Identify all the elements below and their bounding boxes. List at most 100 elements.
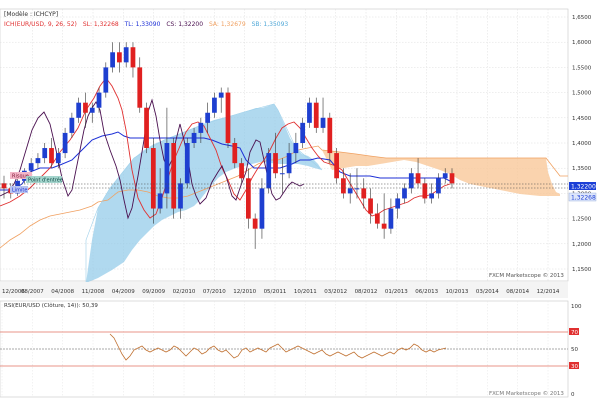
candle-body[interactable] bbox=[28, 163, 34, 171]
candle-body[interactable] bbox=[395, 198, 401, 209]
time-tick-label: 01/2013 bbox=[385, 289, 408, 295]
candle-body[interactable] bbox=[245, 178, 251, 219]
candle-body[interactable] bbox=[408, 173, 414, 189]
rsi-tick-label: 70 bbox=[571, 330, 578, 336]
candle-body[interactable] bbox=[313, 102, 319, 128]
candle-body[interactable] bbox=[354, 188, 360, 190]
candle-body[interactable] bbox=[123, 47, 129, 63]
price-tick-label: 1,3500 bbox=[572, 166, 592, 172]
watermark-rsi: FXCM Marketscope © 2013 bbox=[489, 390, 564, 397]
candle-body[interactable] bbox=[144, 107, 149, 149]
time-tick-label: 04/2008 bbox=[51, 289, 74, 295]
candle-body[interactable] bbox=[103, 67, 109, 93]
candle-body[interactable] bbox=[49, 148, 54, 164]
candle-body[interactable] bbox=[293, 143, 299, 154]
candle-body[interactable] bbox=[381, 223, 387, 229]
candle-body[interactable] bbox=[388, 208, 394, 229]
candle-body[interactable] bbox=[415, 173, 421, 184]
sl-value: SL: 1,32268 bbox=[83, 21, 119, 28]
cs-value: CS: 1,32200 bbox=[166, 21, 203, 28]
senkou-span-a bbox=[0, 145, 568, 249]
candle-body[interactable] bbox=[110, 52, 115, 68]
tl-value: TL: 1,33090 bbox=[124, 21, 161, 28]
candle-body[interactable] bbox=[62, 132, 68, 154]
candle-body[interactable] bbox=[327, 117, 333, 154]
price-tick-label: 1,6000 bbox=[572, 40, 592, 46]
candle-body[interactable] bbox=[259, 188, 265, 229]
candle-body[interactable] bbox=[334, 153, 339, 179]
candle-body[interactable] bbox=[361, 188, 367, 199]
candle-body[interactable] bbox=[347, 188, 353, 194]
candle-body[interactable] bbox=[150, 148, 156, 209]
candle-body[interactable] bbox=[442, 173, 448, 179]
candle-body[interactable] bbox=[341, 178, 346, 194]
time-tick-label: 07/2010 bbox=[203, 289, 226, 295]
svg-text:Limite: Limite bbox=[12, 188, 27, 194]
price-tick-label: 1,5000 bbox=[572, 91, 592, 97]
candle-body[interactable] bbox=[164, 143, 170, 194]
candle-body[interactable] bbox=[429, 193, 435, 199]
candles-layer bbox=[1, 42, 455, 249]
candle-body[interactable] bbox=[402, 188, 407, 199]
rsi-tick-label: 100 bbox=[571, 304, 582, 310]
candle-body[interactable] bbox=[96, 92, 102, 108]
candle-body[interactable] bbox=[191, 132, 197, 143]
current-price-tag: 1,32200 bbox=[569, 182, 596, 191]
time-tick-label: 12/2010 bbox=[233, 289, 256, 295]
candle-body[interactable] bbox=[212, 97, 217, 113]
candle-body[interactable] bbox=[422, 183, 428, 199]
candle-body[interactable] bbox=[198, 122, 204, 133]
price-tick-label: 1,4500 bbox=[572, 116, 592, 122]
candle-body[interactable] bbox=[171, 143, 177, 209]
candle-body[interactable] bbox=[320, 117, 326, 128]
candle-body[interactable] bbox=[83, 102, 88, 113]
candle-body[interactable] bbox=[239, 163, 244, 179]
candle-body[interactable] bbox=[368, 198, 373, 214]
cloud-bear bbox=[322, 150, 560, 196]
candle-body[interactable] bbox=[232, 143, 238, 164]
indicator-name: ICH(EUR/USD, 9, 26, 52) bbox=[4, 21, 77, 28]
rsi-axis[interactable]: 100 70 50 30 0 bbox=[569, 304, 582, 398]
candle-body[interactable] bbox=[374, 213, 380, 224]
candle-body[interactable] bbox=[184, 143, 190, 184]
candle-body[interactable] bbox=[449, 173, 455, 184]
candle-body[interactable] bbox=[35, 158, 41, 164]
candle-body[interactable] bbox=[266, 153, 272, 189]
candle-body[interactable] bbox=[55, 153, 61, 164]
candle-body[interactable] bbox=[137, 67, 143, 108]
candle-body[interactable] bbox=[1, 183, 7, 189]
entry-tag[interactable]: Point d'entrée bbox=[26, 176, 63, 184]
candle-body[interactable] bbox=[76, 102, 82, 118]
candle-body[interactable] bbox=[205, 112, 211, 123]
candle-body[interactable] bbox=[436, 178, 441, 194]
candle-body[interactable] bbox=[252, 218, 258, 229]
sa-value: SA: 1,32679 bbox=[209, 21, 246, 28]
svg-text:Point d'entrée: Point d'entrée bbox=[28, 177, 63, 184]
candle-body[interactable] bbox=[178, 183, 183, 209]
time-axis-bar bbox=[0, 282, 568, 298]
candle-body[interactable] bbox=[130, 47, 136, 68]
candle-body[interactable] bbox=[273, 153, 278, 174]
candle-body[interactable] bbox=[42, 148, 48, 159]
price-tick-label: 1,4000 bbox=[572, 141, 592, 147]
candle-body[interactable] bbox=[300, 122, 306, 143]
time-tick-label: 02/2010 bbox=[173, 289, 196, 295]
candle-body[interactable] bbox=[307, 102, 312, 123]
candle-body[interactable] bbox=[279, 173, 285, 175]
limit-tag[interactable]: Limite bbox=[10, 186, 28, 194]
candle-body[interactable] bbox=[69, 117, 75, 133]
candle-body[interactable] bbox=[286, 153, 292, 174]
candle-body[interactable] bbox=[157, 193, 163, 209]
time-tick-label: 06/2013 bbox=[415, 289, 438, 295]
time-tick-label: 08/2007 bbox=[21, 289, 44, 295]
candle-body[interactable] bbox=[89, 107, 95, 113]
risk-tag[interactable]: Risque bbox=[10, 172, 32, 180]
candle-body[interactable] bbox=[117, 52, 122, 63]
rsi-line bbox=[109, 333, 447, 361]
candle-body[interactable] bbox=[218, 92, 224, 98]
rsi-title: RSI(EUR/USD (Clôture, 14)): 50,39 bbox=[4, 302, 98, 309]
candle-body[interactable] bbox=[225, 92, 231, 143]
